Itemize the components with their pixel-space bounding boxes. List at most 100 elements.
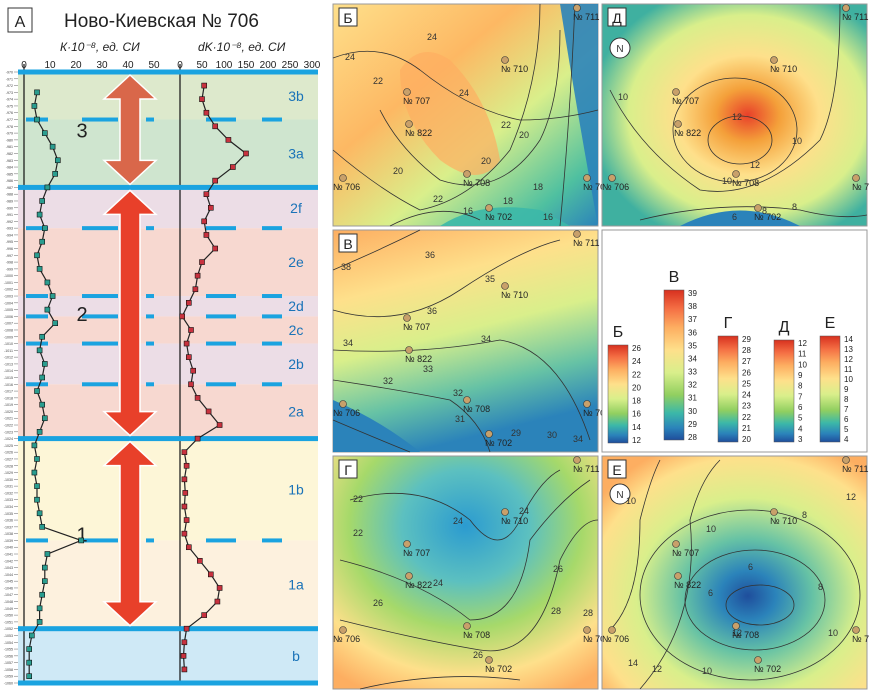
contour-label: 12 [846,492,856,502]
well-label: № 709 [583,634,610,644]
depth-label: -1003 [4,295,13,299]
dk-point [199,259,205,265]
k-point [36,211,43,218]
zone-band-2a [18,384,318,439]
contour-label: 10 [722,176,732,186]
well-marker-icon [573,230,581,238]
depth-label: -1057 [4,661,13,665]
legend-tick: 12 [798,339,807,348]
zone-band-2e [18,228,318,297]
k-point [41,564,48,571]
dk-point [199,96,205,102]
legend-tick: 10 [844,375,853,384]
dashed-boundary [82,226,118,231]
depth-label: -1001 [4,281,13,285]
contour-label: 28 [551,606,561,616]
map-d-wells: № 711 № 710 № 707 № 822 № 706 № 708 № 709 № 702 [602,4,869,222]
zone-band-3a [18,119,318,188]
well-marker-icon [842,456,850,464]
contour-label: 10 [618,92,628,102]
depth-label: -1035 [4,512,13,516]
map-e: N Е 10 12 10 8 6 6 8 10 12 14 12 10 № 711 № 710 № 707… [601,455,869,690]
dk-point [216,422,223,428]
cycle-arrow-1 [102,440,158,627]
depth-label: -974 [6,98,13,102]
dashed-boundary [82,314,118,319]
map-g-field [332,455,599,690]
well-marker-icon [339,400,347,408]
depth-label: -1034 [4,505,13,509]
dashed-boundary [262,226,282,231]
map-d-contours [609,3,868,221]
dk-point [183,462,190,469]
depth-label: -984 [6,166,13,170]
contour-label: 26 [473,650,483,660]
dashed-boundary [26,314,48,319]
zone-labels: 3b 3a 2f 2e 2d 2c 2b 2a 1b 1a b [288,88,304,664]
k-point [31,103,38,109]
k-point [52,171,59,177]
legend-tick: 30 [688,407,697,416]
well-label: № 708 [463,404,490,414]
contour-label: 6 [732,212,737,222]
contour-label: 20 [519,130,529,140]
depth-label: -989 [6,199,13,203]
cycle-label-1: 1 [76,525,87,547]
map-v-field [332,229,599,453]
depth-label: -1009 [4,335,13,339]
legend-tick: 7 [798,392,803,401]
well-marker-icon [485,204,493,212]
map-b-contours [332,3,599,227]
map-e-wells: № 711 № 710 № 707 № 822 № 706 № 708 № 709 № 702 [602,456,869,674]
depth-label: -1022 [4,424,13,428]
legend-tick: 18 [632,397,641,406]
depth-label: -1038 [4,532,13,536]
dk-point [181,639,188,646]
depth-label: -1037 [4,525,13,529]
contour-label: 28 [583,608,593,618]
well-label: № 710 [501,290,528,300]
well-marker-icon [754,656,762,664]
legend-tick: 14 [632,423,641,432]
contour-label: 34 [481,334,491,344]
depth-label: -1028 [4,464,13,468]
k-axis-tick-label: 40 [122,60,134,71]
map-g-letter: Г [344,462,352,478]
k-point [41,130,48,136]
k-point [44,279,51,286]
well-marker-icon [732,622,740,630]
legend-bar [663,289,685,441]
legend-tick: 11 [844,365,853,374]
legend-tick: 9 [844,385,849,394]
k-point [36,605,43,612]
contour-label: 30 [547,430,557,440]
k-point [39,524,46,530]
dk-axis-label: dK·10⁻⁸, ед. СИ [198,40,286,54]
legend-letter: В [669,269,680,286]
depth-label: -1010 [4,342,13,346]
log-curves [26,82,249,680]
well-label: № 711 [842,464,869,474]
k-point [39,198,46,204]
well-label: № 706 [333,182,360,192]
legend-tick: 4 [798,424,803,433]
dashed-boundary [206,226,236,231]
depth-label: -1055 [4,648,13,652]
contour-label: 14 [628,658,638,668]
well-label: № 709 [852,634,869,644]
well-marker-icon [405,346,413,354]
dk-axis-tick-label: 150 [238,60,255,71]
dk-point [194,435,201,442]
legend-tick: 39 [688,289,697,298]
legend-tick: 6 [798,403,803,412]
depth-label: -1058 [4,668,13,672]
map-e-letter: Е [612,462,621,478]
map-e-field [601,455,868,690]
dashed-boundary [82,341,118,346]
dashed-boundary [206,538,236,543]
depth-label: -981 [6,145,13,149]
legend-tick: 37 [688,315,697,324]
well-label: № 711 [573,12,600,22]
contour-label: 24 [453,516,463,526]
depth-label: -1046 [4,586,13,590]
